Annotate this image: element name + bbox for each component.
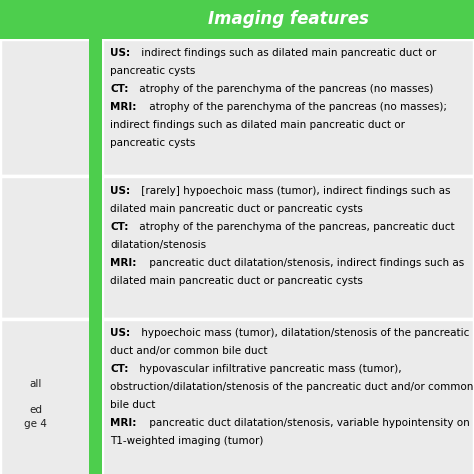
Text: US:: US: bbox=[110, 186, 130, 196]
Text: hypoechoic mass (tumor), dilatation/stenosis of the pancreatic: hypoechoic mass (tumor), dilatation/sten… bbox=[138, 328, 470, 338]
Text: pancreatic duct dilatation/stenosis, indirect findings such as: pancreatic duct dilatation/stenosis, ind… bbox=[146, 258, 465, 268]
Text: indirect findings such as dilated main pancreatic duct or: indirect findings such as dilated main p… bbox=[110, 120, 405, 130]
Bar bbox=[89, 319, 102, 474]
Bar bbox=[102, 176, 474, 319]
Bar bbox=[102, 39, 474, 176]
Bar bbox=[0, 176, 102, 319]
Text: pancreatic cysts: pancreatic cysts bbox=[110, 66, 196, 76]
Text: T1-weighted imaging (tumor): T1-weighted imaging (tumor) bbox=[110, 436, 264, 446]
Bar bbox=[102, 0, 474, 39]
Text: MRI:: MRI: bbox=[110, 418, 137, 428]
Bar bbox=[0, 39, 102, 176]
Text: Imaging features: Imaging features bbox=[208, 10, 368, 28]
Text: atrophy of the parenchyma of the pancreas (no masses);: atrophy of the parenchyma of the pancrea… bbox=[146, 102, 447, 112]
Text: pancreatic cysts: pancreatic cysts bbox=[110, 138, 196, 148]
Text: CT:: CT: bbox=[110, 222, 129, 232]
Text: [rarely] hypoechoic mass (tumor), indirect findings such as: [rarely] hypoechoic mass (tumor), indire… bbox=[138, 186, 451, 196]
Text: atrophy of the parenchyma of the pancreas (no masses): atrophy of the parenchyma of the pancrea… bbox=[136, 84, 433, 94]
Text: obstruction/dilatation/stenosis of the pancreatic duct and/or common: obstruction/dilatation/stenosis of the p… bbox=[110, 382, 474, 392]
Bar bbox=[0, 0, 102, 39]
Text: pancreatic duct dilatation/stenosis, variable hypointensity on: pancreatic duct dilatation/stenosis, var… bbox=[146, 418, 470, 428]
Text: atrophy of the parenchyma of the pancreas, pancreatic duct: atrophy of the parenchyma of the pancrea… bbox=[136, 222, 455, 232]
Bar bbox=[102, 319, 474, 474]
Text: dilated main pancreatic duct or pancreatic cysts: dilated main pancreatic duct or pancreat… bbox=[110, 204, 363, 214]
Text: US:: US: bbox=[110, 328, 130, 338]
Text: MRI:: MRI: bbox=[110, 102, 137, 112]
Text: all

ed
ge 4: all ed ge 4 bbox=[24, 379, 47, 428]
Bar bbox=[89, 176, 102, 319]
Bar bbox=[0, 319, 102, 474]
Text: dilatation/stenosis: dilatation/stenosis bbox=[110, 240, 207, 250]
Bar bbox=[89, 39, 102, 176]
Text: US:: US: bbox=[110, 48, 130, 58]
Text: bile duct: bile duct bbox=[110, 400, 156, 410]
Text: hypovascular infiltrative pancreatic mass (tumor),: hypovascular infiltrative pancreatic mas… bbox=[136, 364, 401, 374]
Text: CT:: CT: bbox=[110, 84, 129, 94]
Text: dilated main pancreatic duct or pancreatic cysts: dilated main pancreatic duct or pancreat… bbox=[110, 276, 363, 286]
Text: indirect findings such as dilated main pancreatic duct or: indirect findings such as dilated main p… bbox=[138, 48, 437, 58]
Text: MRI:: MRI: bbox=[110, 258, 137, 268]
Text: CT:: CT: bbox=[110, 364, 129, 374]
Text: duct and/or common bile duct: duct and/or common bile duct bbox=[110, 346, 268, 356]
